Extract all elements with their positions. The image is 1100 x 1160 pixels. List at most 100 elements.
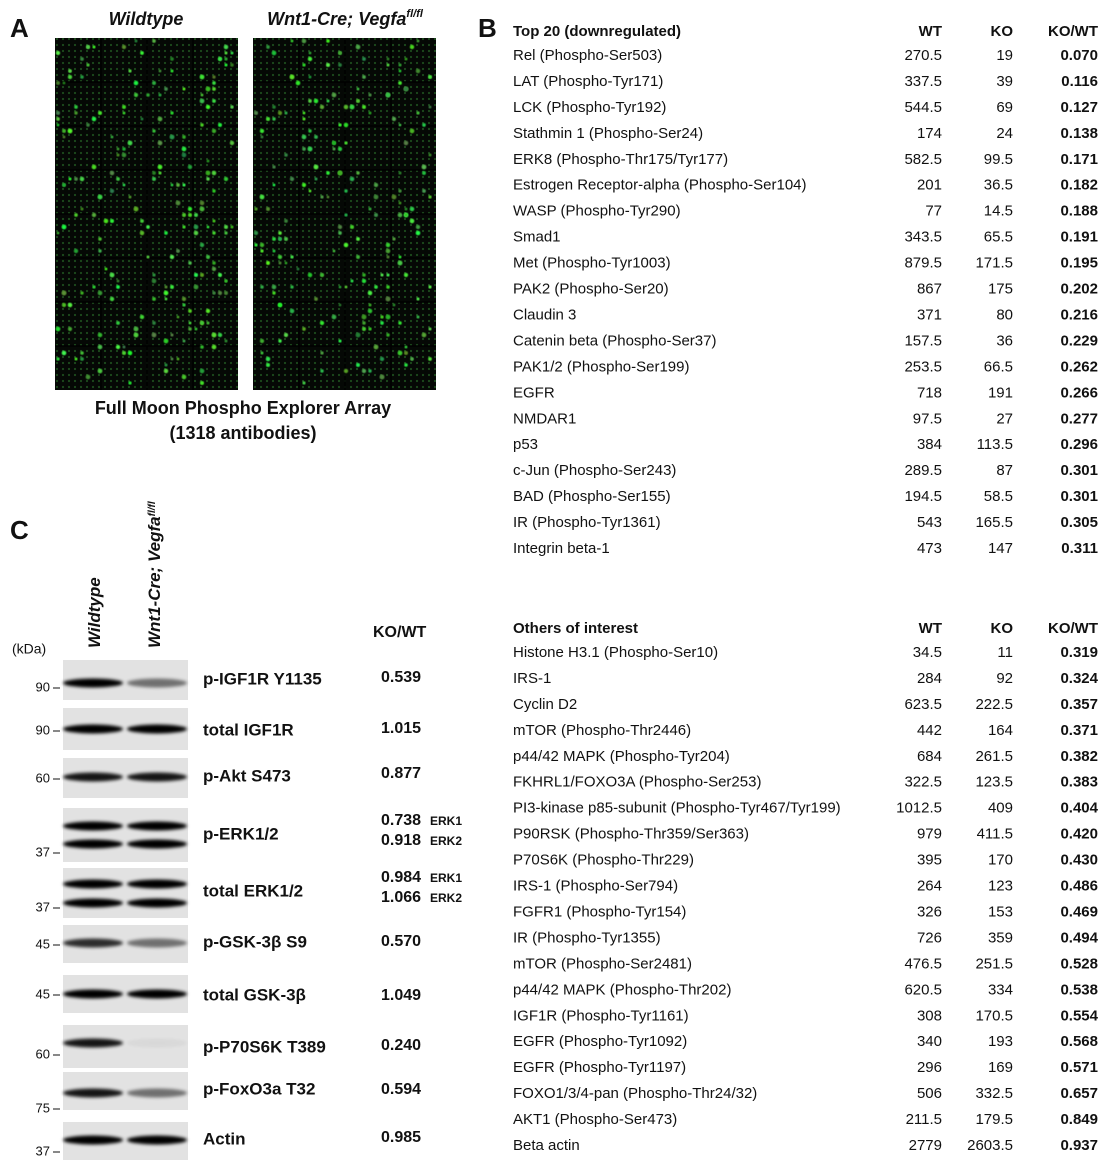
array-spot — [63, 82, 66, 85]
table-cell: 169 — [988, 1059, 1013, 1076]
table-cell: 395 — [917, 852, 942, 869]
array-spot — [302, 135, 307, 140]
ratio-value: 0.539 — [381, 669, 421, 686]
array-spot — [314, 135, 318, 139]
row-name: IRS-1 (Phospho-Ser794) — [513, 878, 678, 895]
array-spot — [273, 250, 276, 253]
array-spot — [345, 286, 348, 289]
array-spot — [362, 105, 366, 109]
array-spot — [302, 117, 305, 120]
array-spot — [344, 369, 348, 373]
array-spot — [170, 255, 174, 259]
row-name: BAD (Phospho-Ser155) — [513, 488, 671, 505]
array-spot — [326, 63, 330, 67]
array-spot — [140, 231, 144, 235]
table-cell: 222.5 — [975, 696, 1013, 713]
array-spot — [398, 321, 402, 325]
array-spot — [302, 39, 307, 44]
array-spot — [68, 303, 73, 308]
array-spot — [254, 243, 257, 246]
table-cell: 0.371 — [1060, 722, 1098, 739]
array-spot — [386, 255, 389, 258]
array-spot — [327, 100, 330, 103]
row-name: ERK8 (Phospho-Thr175/Tyr177) — [513, 151, 728, 168]
array-spot — [374, 195, 379, 200]
array-spot — [182, 135, 186, 139]
array-spot — [134, 207, 139, 212]
array-spot — [224, 63, 227, 66]
blot-band — [127, 1039, 187, 1048]
array-spot — [278, 231, 282, 235]
table-cell: 36 — [996, 332, 1013, 349]
table-cell: 0.116 — [1061, 73, 1098, 90]
array-spot — [74, 213, 78, 217]
mw-marker: 60 — [36, 770, 50, 785]
array-spot — [92, 213, 96, 217]
array-spot — [260, 243, 264, 247]
table-cell: 0.430 — [1060, 852, 1098, 869]
array-spot — [212, 189, 215, 192]
array-spot — [80, 291, 83, 294]
array-spot — [80, 75, 84, 79]
array-spot — [326, 171, 330, 175]
array-spot — [272, 165, 275, 168]
table-cell: 174 — [917, 125, 942, 142]
array-spot — [116, 285, 120, 289]
table-cell: 0.937 — [1060, 1137, 1098, 1154]
array-spot — [212, 87, 216, 91]
blot-label: total IGF1R — [203, 720, 294, 739]
array-spot — [362, 327, 366, 331]
table-header: WT — [919, 620, 942, 637]
array-spot — [260, 249, 263, 252]
array-spot — [266, 357, 270, 361]
table-cell: 164 — [988, 722, 1013, 739]
array-spot — [122, 45, 126, 49]
array-spot — [98, 333, 103, 338]
array-spot — [62, 225, 67, 230]
array-spot — [338, 123, 341, 126]
array-spot — [170, 111, 173, 114]
array-spot — [200, 273, 204, 277]
table-cell: 506 — [917, 1085, 942, 1102]
array-heading-main: Wnt1-Cre; Vegfa — [267, 9, 406, 29]
table-cell: 69 — [996, 99, 1013, 116]
array-spot — [398, 261, 403, 266]
array-spot — [110, 297, 114, 301]
row-name: p44/42 MAPK (Phospho-Tyr204) — [513, 748, 730, 765]
table-cell: 19 — [996, 47, 1013, 64]
array-spot — [146, 225, 150, 229]
lane-label-main: Wildtype — [85, 577, 104, 648]
mw-marker: 90 — [36, 722, 50, 737]
band-label: ERK2 — [430, 891, 462, 905]
array-spot — [206, 177, 209, 180]
array-spot — [338, 225, 342, 229]
array-spot — [134, 333, 139, 338]
array-spot — [56, 357, 59, 360]
array-spot — [86, 123, 90, 127]
table-cell: 867 — [917, 281, 942, 298]
table-cell: 337.5 — [904, 73, 942, 90]
array-spot — [326, 39, 330, 43]
table-cell: 384 — [917, 436, 942, 453]
array-spot — [254, 111, 258, 115]
array-spot — [314, 99, 319, 104]
table-cell: 0.383 — [1060, 774, 1098, 791]
array-spot — [285, 262, 288, 265]
table-cell: 411.5 — [977, 826, 1013, 843]
row-name: IRS-1 — [513, 670, 551, 687]
array-spot — [290, 285, 293, 288]
table-cell: 147 — [988, 540, 1013, 557]
array-spot — [218, 57, 222, 61]
array-spot — [188, 261, 192, 265]
array-spot — [416, 231, 421, 236]
array-spot — [176, 183, 180, 187]
array-caption: (1318 antibodies) — [169, 423, 316, 443]
blot-band — [127, 725, 187, 734]
array-spot — [309, 52, 312, 55]
array-spot — [123, 112, 126, 115]
row-name: PAK2 (Phospho-Ser20) — [513, 281, 669, 298]
array-spot — [213, 220, 216, 223]
row-name: Histone H3.1 (Phospho-Ser10) — [513, 644, 718, 661]
array-spot — [429, 76, 432, 79]
array-spot — [422, 123, 426, 127]
